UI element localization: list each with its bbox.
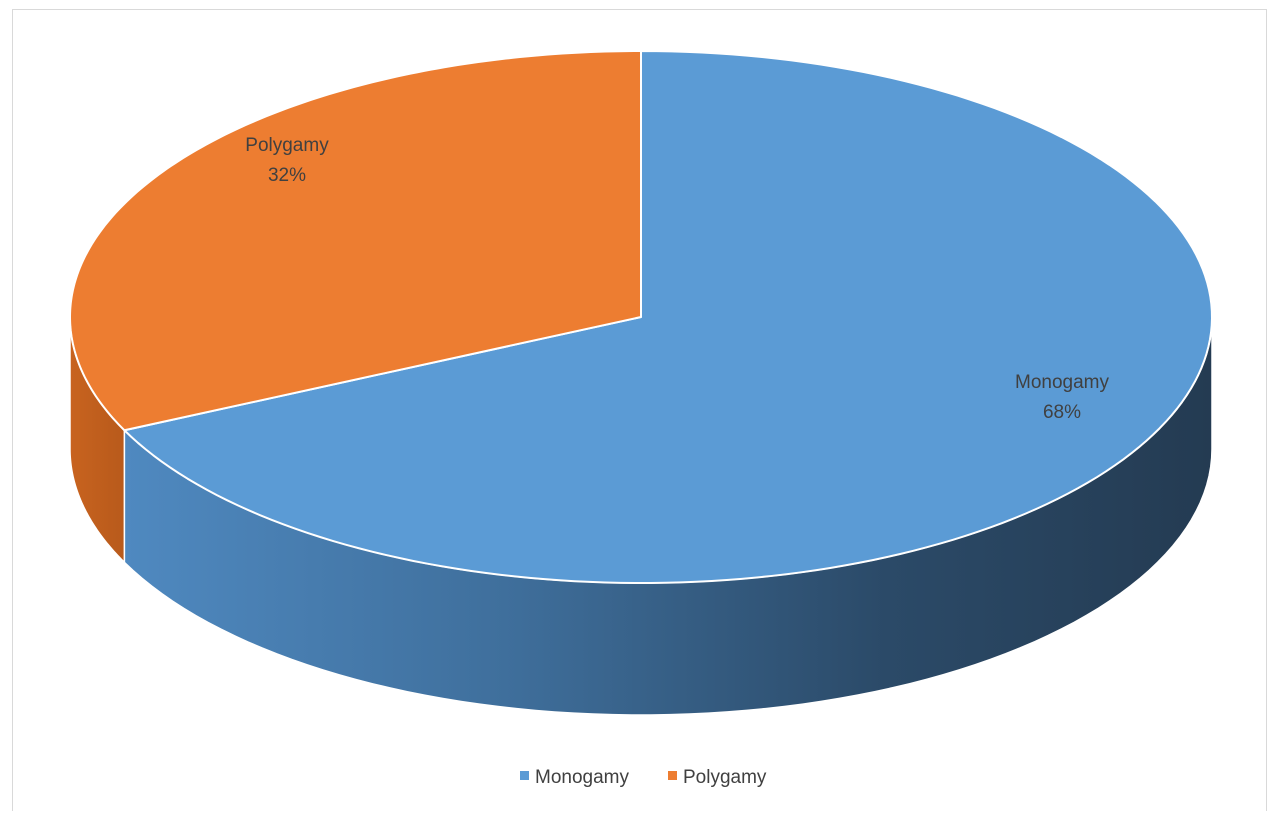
data-label-polygamy-name: Polygamy [245, 135, 329, 156]
legend-swatch-monogamy [520, 771, 529, 780]
data-label-monogamy-name: Monogamy [1015, 372, 1109, 393]
legend-label-monogamy: Monogamy [535, 767, 629, 788]
pie-top-slices [69, 50, 1213, 584]
legend-swatch-polygamy [668, 771, 677, 780]
pie-slice-polygamy [69, 50, 642, 432]
data-label-monogamy-value: 68% [1043, 402, 1081, 423]
legend-label-polygamy: Polygamy [683, 767, 767, 788]
pie-slice-monogamy [123, 50, 1213, 584]
legend: Monogamy Polygamy [520, 767, 767, 788]
data-labels: Monogamy 68% Polygamy 32% [245, 135, 1109, 423]
data-label-polygamy-value: 32% [268, 165, 306, 186]
